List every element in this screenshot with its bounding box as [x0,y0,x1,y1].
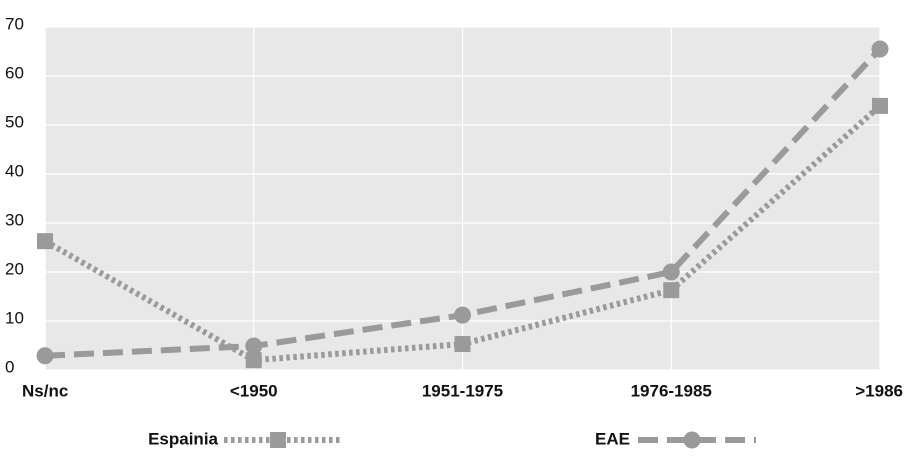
y-tick-label: 70 [5,14,24,33]
y-tick-label: 20 [5,259,24,278]
y-tick-label: 30 [5,210,24,229]
y-tick-label: 40 [5,161,24,180]
data-point [245,352,262,369]
legend-label: EAE [595,429,630,448]
data-point [245,337,263,355]
legend-marker [683,431,701,449]
data-point [37,233,53,250]
y-tick-label: 0 [5,357,14,376]
x-tick-label: <1950 [230,381,278,400]
legend-label: Espainia [148,429,218,448]
data-point [36,347,54,365]
data-point [662,263,680,281]
x-tick-label: >1986 [855,381,903,400]
y-tick-label: 10 [5,308,24,327]
x-tick-label: Ns/nc [22,381,68,400]
x-tick-label: 1951-1975 [422,381,503,400]
x-tick-label: 1976-1985 [631,381,712,400]
data-point [454,336,471,353]
data-point [871,40,889,58]
y-tick-label: 60 [5,63,24,82]
y-tick-label: 50 [5,112,24,131]
data-point [872,97,888,114]
data-point [454,306,471,324]
legend-marker [270,432,286,448]
data-point [663,282,680,299]
